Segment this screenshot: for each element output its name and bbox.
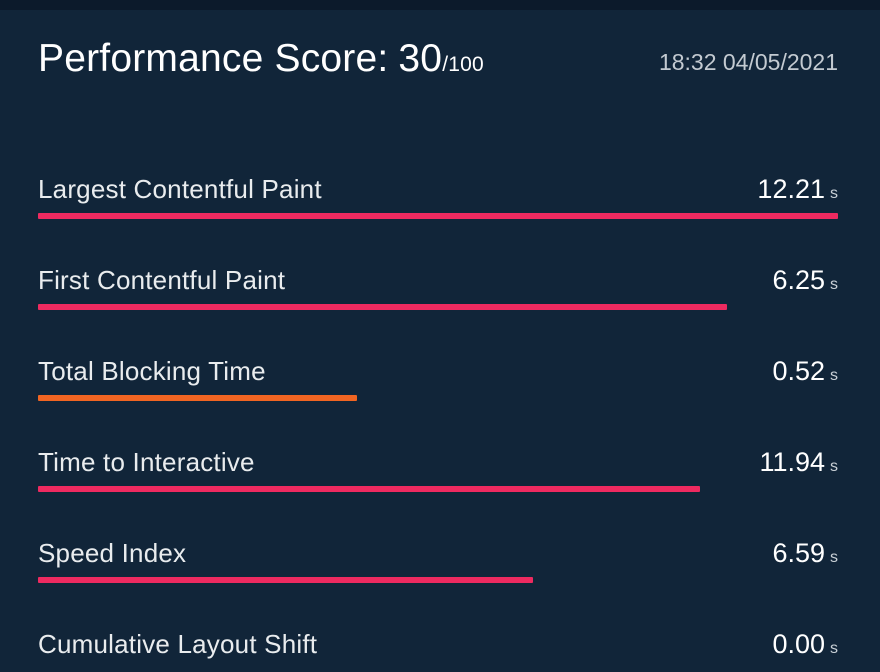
metric-bar: [38, 304, 727, 310]
metric-bar: [38, 213, 838, 219]
metric-value-group: 0.52 s: [772, 356, 838, 391]
metric-value: 0.52: [772, 356, 825, 386]
metric-label: First Contentful Paint: [38, 265, 286, 295]
metric-value-group: 12.21 s: [757, 174, 838, 209]
metric-value: 6.59: [772, 538, 825, 568]
metric-label: Total Blocking Time: [38, 356, 266, 386]
metric-value: 0.00: [772, 629, 825, 659]
metric-label: Speed Index: [38, 538, 187, 568]
metric-unit: s: [830, 458, 838, 475]
metric-value-group: 0.00 s: [772, 629, 838, 664]
window-top-edge: [0, 0, 880, 10]
metric-bar: [38, 395, 357, 401]
metric-value-group: 6.25 s: [772, 265, 838, 300]
metric-row-time-to-interactive: Time to Interactive 11.94 s: [38, 447, 838, 492]
metric-value: 6.25: [772, 265, 825, 295]
page-title: Performance Score: 30/100: [38, 36, 484, 88]
metric-row-first-contentful-paint: First Contentful Paint 6.25 s: [38, 265, 838, 310]
score-denominator: /100: [442, 53, 484, 76]
metric-unit: s: [830, 549, 838, 566]
metric-value: 12.21: [757, 174, 825, 204]
metric-unit: s: [830, 185, 838, 202]
metric-row-total-blocking-time: Total Blocking Time 0.52 s: [38, 356, 838, 401]
metric-row-speed-index: Speed Index 6.59 s: [38, 538, 838, 583]
metric-unit: s: [830, 640, 838, 657]
metric-value-group: 11.94 s: [759, 447, 838, 482]
metrics-list: Largest Contentful Paint 12.21 s First Co…: [0, 174, 880, 664]
metric-label: Largest Contentful Paint: [38, 174, 322, 204]
metric-label: Cumulative Layout Shift: [38, 629, 318, 659]
metric-label: Time to Interactive: [38, 447, 255, 477]
metric-row-cumulative-layout-shift: Cumulative Layout Shift 0.00 s: [38, 629, 838, 664]
metric-bar: [38, 486, 700, 492]
metric-unit: s: [830, 367, 838, 384]
score-value: 30: [398, 37, 443, 80]
timestamp: 18:32 04/05/2021: [658, 48, 838, 75]
metric-unit: s: [830, 276, 838, 293]
metric-value-group: 6.59 s: [772, 538, 838, 573]
title-text: Performance Score:: [38, 37, 389, 80]
report-header: Performance Score: 30/100 18:32 04/05/202…: [0, 10, 880, 88]
metric-bar: [38, 577, 533, 583]
metric-value: 11.94: [759, 447, 825, 477]
metric-row-largest-contentful-paint: Largest Contentful Paint 12.21 s: [38, 174, 838, 219]
